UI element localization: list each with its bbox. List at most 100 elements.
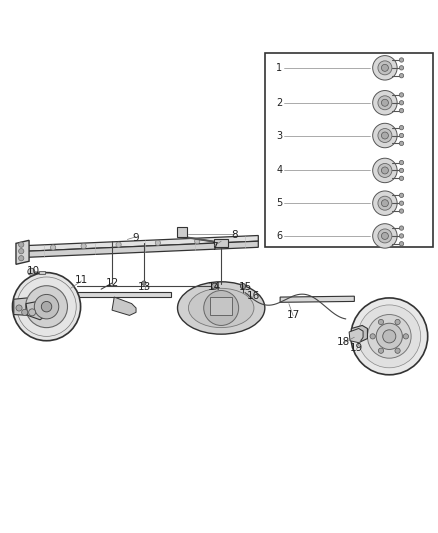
Bar [265,53,433,247]
Circle shape [50,245,56,250]
Circle shape [399,66,404,70]
Circle shape [399,133,404,138]
Circle shape [381,200,389,207]
Circle shape [155,240,160,246]
Text: 1: 1 [276,63,283,73]
Circle shape [25,286,67,328]
Circle shape [399,108,404,113]
Circle shape [373,123,397,148]
Circle shape [399,209,404,213]
Text: 16: 16 [247,291,260,301]
Text: 7: 7 [211,242,218,252]
Circle shape [399,141,404,146]
Circle shape [358,305,421,368]
Circle shape [373,224,397,248]
Circle shape [381,232,389,239]
Circle shape [370,334,375,339]
Circle shape [381,99,389,106]
Circle shape [12,272,81,341]
Circle shape [395,319,400,325]
Circle shape [399,241,404,246]
Circle shape [373,55,397,80]
Polygon shape [349,328,363,343]
Circle shape [18,248,24,254]
Text: 3: 3 [276,131,283,141]
Circle shape [212,283,218,289]
Circle shape [399,193,404,198]
Circle shape [403,334,409,339]
Circle shape [16,305,22,311]
Text: 12: 12 [106,278,119,288]
Circle shape [28,309,35,316]
Circle shape [378,164,392,177]
Ellipse shape [177,282,265,334]
Text: 8: 8 [231,230,237,240]
Circle shape [381,132,389,139]
Text: 2: 2 [276,98,283,108]
Circle shape [34,294,59,319]
Ellipse shape [188,288,254,328]
Bar [39,271,45,274]
Polygon shape [27,241,258,257]
Circle shape [351,298,427,375]
Circle shape [399,168,404,173]
Text: 19: 19 [350,343,363,353]
Bar [214,239,228,247]
Circle shape [399,101,404,105]
Circle shape [81,244,86,249]
Circle shape [204,290,239,326]
Circle shape [18,242,24,247]
Polygon shape [16,240,29,264]
Circle shape [378,229,392,243]
Circle shape [399,176,404,181]
Circle shape [378,61,392,75]
Circle shape [116,242,121,247]
Text: 11: 11 [75,274,88,285]
Circle shape [399,201,404,205]
Circle shape [378,319,384,325]
Circle shape [395,348,400,353]
Text: 9: 9 [133,233,139,243]
Polygon shape [112,297,136,316]
Polygon shape [280,296,354,302]
Circle shape [41,302,52,312]
Circle shape [399,226,404,230]
Text: 10: 10 [27,266,40,276]
Circle shape [376,323,403,350]
Circle shape [378,96,392,110]
Circle shape [378,196,392,210]
Polygon shape [27,236,258,251]
Circle shape [383,330,396,343]
Circle shape [373,91,397,115]
Text: 4: 4 [276,165,283,175]
Polygon shape [77,292,171,297]
Circle shape [381,64,389,71]
Circle shape [142,281,146,285]
Circle shape [399,74,404,78]
Circle shape [399,58,404,62]
Text: 17: 17 [286,310,300,319]
Text: 18: 18 [337,337,350,346]
Circle shape [21,309,28,316]
Circle shape [378,348,384,353]
Circle shape [194,239,200,244]
Text: 15: 15 [239,282,252,293]
Text: 13: 13 [138,282,152,293]
Polygon shape [14,298,30,316]
Bar [177,227,187,237]
Polygon shape [26,301,48,320]
Circle shape [373,191,397,215]
Polygon shape [351,326,367,342]
Circle shape [28,268,35,275]
Circle shape [18,256,24,261]
Circle shape [378,128,392,142]
Circle shape [399,160,404,165]
Circle shape [399,234,404,238]
Circle shape [381,167,389,174]
Circle shape [373,158,397,183]
Circle shape [240,284,246,289]
Text: 5: 5 [276,198,283,208]
Circle shape [399,93,404,97]
Bar [210,297,232,314]
Text: 14: 14 [208,282,221,293]
